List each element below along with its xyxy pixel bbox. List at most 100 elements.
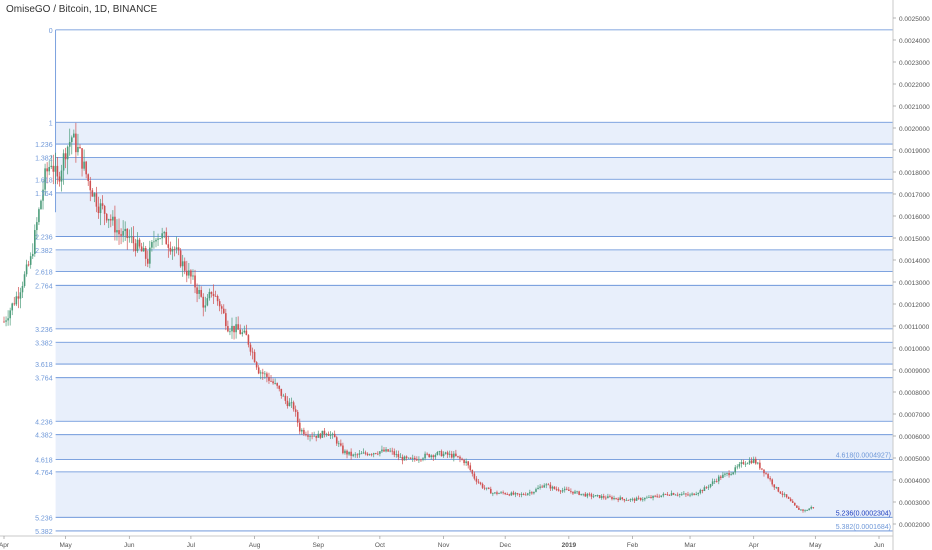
candle — [358, 450, 361, 458]
candle — [752, 456, 755, 464]
candle-body — [200, 289, 202, 297]
candle — [777, 486, 780, 493]
candle-body — [21, 286, 24, 293]
fib-label-1-618: 1.618 — [35, 177, 53, 184]
candle — [514, 491, 517, 498]
candle-body — [196, 287, 198, 294]
fib-label-1-236: 1.236 — [35, 142, 53, 149]
candle — [262, 368, 264, 380]
candle — [214, 290, 217, 297]
candle — [631, 497, 634, 502]
candle — [664, 493, 667, 495]
candle-body — [510, 492, 513, 496]
candle — [68, 128, 71, 156]
symbol-header: OmiseGO / Bitcoin, 1D, BINANCE — [6, 4, 158, 15]
candle-body — [699, 490, 702, 493]
candle — [660, 495, 663, 498]
candle-body — [206, 298, 209, 306]
candle-body — [693, 493, 695, 495]
candle-body — [13, 303, 16, 305]
candle — [186, 260, 188, 283]
candle — [91, 188, 94, 197]
candle — [196, 283, 198, 303]
candle — [703, 485, 706, 492]
candle-body — [407, 457, 410, 459]
candle — [510, 491, 513, 496]
y-tick-label: 0.0025000 — [899, 16, 930, 23]
candle — [52, 154, 55, 185]
candle — [278, 385, 281, 392]
candle — [202, 293, 205, 317]
candle — [122, 220, 124, 243]
candle-body — [430, 455, 433, 458]
candle-body — [391, 450, 394, 452]
x-axis[interactable]: Apr May Jun Jul Aug Sep Oct Nov Dec 2019 Feb Mar Apr… — [0, 535, 893, 549]
candle — [114, 205, 116, 241]
candle-body — [617, 498, 619, 501]
candle-body — [60, 170, 63, 182]
candle — [607, 493, 609, 499]
candle-body — [654, 495, 656, 497]
candle-body — [446, 452, 449, 455]
candle-body — [578, 491, 580, 495]
candle-body — [531, 492, 533, 494]
candle-body — [804, 510, 806, 512]
candle-body — [701, 490, 704, 492]
y-axis[interactable]: 0.0025000 0.0024000 0.0023000 0.0022000 0.00… — [892, 0, 930, 550]
candle — [783, 492, 786, 498]
candle-body — [177, 247, 180, 251]
candle — [637, 495, 640, 500]
candle-body — [46, 168, 48, 172]
candle-body — [212, 293, 215, 296]
candle — [372, 452, 375, 458]
candle-body — [810, 507, 813, 509]
candle-body — [602, 496, 605, 498]
candle-body — [812, 507, 815, 508]
candle — [313, 431, 315, 437]
candle-body — [543, 485, 545, 488]
candle-body — [282, 395, 285, 397]
candle-body — [746, 463, 749, 465]
candle-body — [157, 238, 159, 240]
candle-body — [25, 264, 28, 275]
candle — [190, 269, 192, 284]
candle-body — [465, 461, 467, 464]
candle — [732, 472, 734, 476]
candle-body — [605, 497, 607, 499]
candle-body — [498, 493, 500, 495]
candle — [397, 450, 400, 461]
candle-body — [559, 490, 562, 492]
candle — [678, 493, 681, 498]
candle-body — [319, 433, 322, 438]
x-tick-label: May — [809, 542, 822, 549]
candle-body — [537, 487, 539, 490]
fib-label-2-618: 2.618 — [35, 270, 53, 277]
candle — [93, 192, 96, 203]
candle-body — [754, 458, 757, 464]
candle — [25, 259, 28, 277]
candle — [272, 378, 274, 385]
fib-label-5-236: 5.236 — [35, 515, 53, 522]
y-tick-label: 0.0013000 — [899, 280, 930, 287]
candle — [420, 458, 422, 463]
candle-body — [416, 459, 418, 461]
candle — [438, 450, 441, 456]
candle-body — [771, 479, 773, 485]
candle-body — [703, 487, 706, 492]
candle-body — [572, 491, 574, 494]
candle-body — [31, 253, 34, 257]
candle — [321, 430, 324, 438]
candle — [350, 448, 352, 460]
candle-body — [529, 492, 531, 494]
candle-body — [280, 388, 283, 396]
candle-body — [97, 206, 100, 214]
fib-band — [55, 342, 894, 365]
candle — [75, 122, 77, 163]
candle — [290, 397, 293, 409]
candle-body — [255, 362, 258, 368]
candle-body — [629, 499, 632, 501]
candle-body — [734, 467, 737, 473]
candle-body — [598, 495, 601, 498]
candle-body — [169, 247, 172, 252]
